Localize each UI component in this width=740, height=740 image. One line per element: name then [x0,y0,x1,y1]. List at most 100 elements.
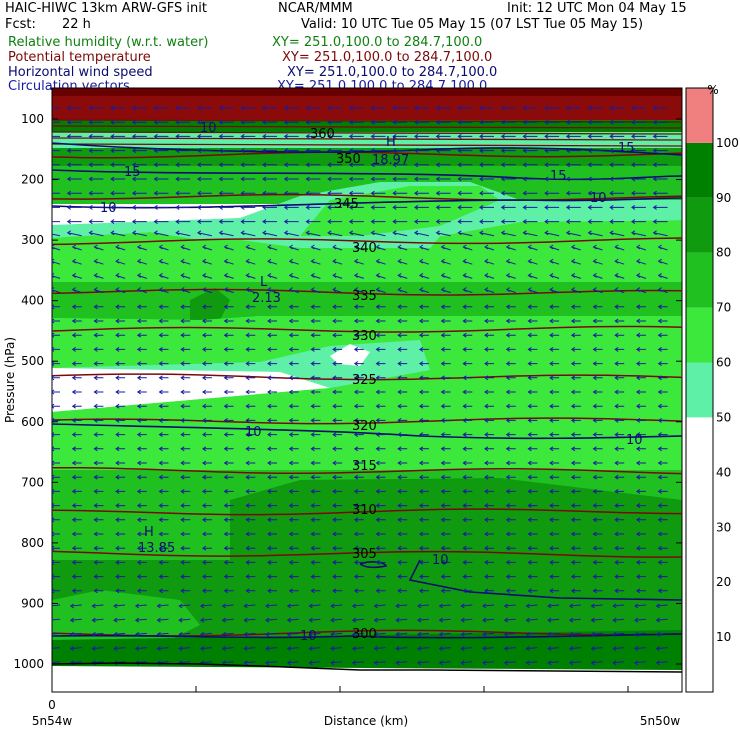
circulation-vector [462,244,473,251]
circulation-vector [223,287,234,294]
circulation-vector [549,361,560,367]
circulation-vector [180,332,191,338]
circulation-vector [52,135,60,137]
circulation-vector [413,105,429,111]
circulation-vector [440,361,451,367]
circulation-vector [288,332,299,338]
circulation-vector [657,559,668,565]
circulation-vector [180,446,191,452]
circulation-vector [392,176,408,182]
circulation-vector [115,389,126,395]
circulation-vector [370,230,386,237]
circulation-vector [592,574,603,580]
circulation-vector [196,148,212,154]
circulation-vector [201,403,212,409]
circulation-vector [630,190,646,196]
circulation-vector [180,244,191,251]
circulation-vector [614,446,625,452]
circulation-vector [201,460,212,466]
circulation-vector [52,403,60,409]
circulation-vector [392,219,408,225]
circulation-vector [52,258,61,265]
circulation-vector [392,105,408,111]
circulation-vector [457,133,473,139]
forecast-hour: 22 h [62,17,91,32]
circulation-vector [131,176,147,182]
circulation-vector [71,287,82,294]
theta-contour-315 [52,467,682,475]
circulation-vector [570,545,581,551]
circulation-vector [614,403,625,409]
circulation-vector [115,460,126,466]
circulation-vector [156,646,169,652]
circulation-vector [348,105,364,111]
circulation-vector [413,204,429,210]
circulation-vector [587,190,603,196]
circulation-vector [652,219,668,225]
circulation-vector [93,474,104,480]
circulation-vector [549,474,560,480]
circulation-vector [180,545,191,551]
circulation-vector [131,219,147,225]
circulation-vector [500,133,516,139]
circulation-vector [462,432,473,438]
circulation-vector [71,517,82,523]
circulation-vector [503,617,516,623]
circulation-vector [332,244,343,251]
circulation-vector [527,531,538,537]
circulation-vector [180,474,191,480]
circulation-vector [223,488,234,494]
circulation-vector [351,646,364,652]
circulation-vector [240,204,256,210]
circulation-vector [416,631,429,637]
circulation-vector [351,617,364,623]
circulation-vector [549,403,560,409]
circulation-vector [522,148,538,154]
circulation-vector [549,432,560,438]
circulation-vector [462,389,473,395]
circulation-vector [175,176,191,182]
circulation-vector [657,531,668,537]
y-tick-label: 800 [21,536,44,550]
circulation-vector [565,219,581,225]
circulation-vector [392,204,408,210]
circulation-vector [375,559,386,565]
circulation-vector [93,531,104,537]
circulation-vector [440,389,451,395]
circulation-vector [440,304,451,310]
circulation-vector [570,272,581,279]
circulation-vector [305,219,321,225]
circulation-vector [657,287,668,294]
circulation-vector [635,272,647,279]
circulation-vector [175,105,191,111]
circulation-vector [609,176,625,182]
circulation-vector [614,432,625,438]
field-theta-xy: XY= 251.0,100.0 to 284.7,100.0 [282,50,493,65]
circulation-vector [305,176,321,182]
y-tick-label: 900 [21,596,44,610]
circulation-vector [353,272,364,279]
colorbar-label: 10 [716,630,731,644]
circulation-vector [288,403,299,409]
field-vectors-name: Circulation vectors [8,80,130,90]
circulation-vector [136,503,147,509]
circulation-vector [479,190,494,196]
circulation-vector [479,148,494,154]
circulation-vector [440,417,451,423]
circulation-vector [283,176,299,182]
circulation-vector [418,545,429,551]
circulation-vector [484,574,494,580]
circulation-vector [262,162,277,168]
circulation-vector [484,332,494,338]
circulation-vector [462,318,473,324]
circulation-vector [525,603,538,609]
circulation-vector [71,460,82,466]
circulation-vector [288,272,299,279]
circulation-vector [158,432,169,438]
circulation-vector [549,244,560,251]
circulation-vector [110,190,126,196]
circulation-vector [570,389,581,395]
circulation-vector [310,574,321,580]
circulation-vector [115,318,126,324]
